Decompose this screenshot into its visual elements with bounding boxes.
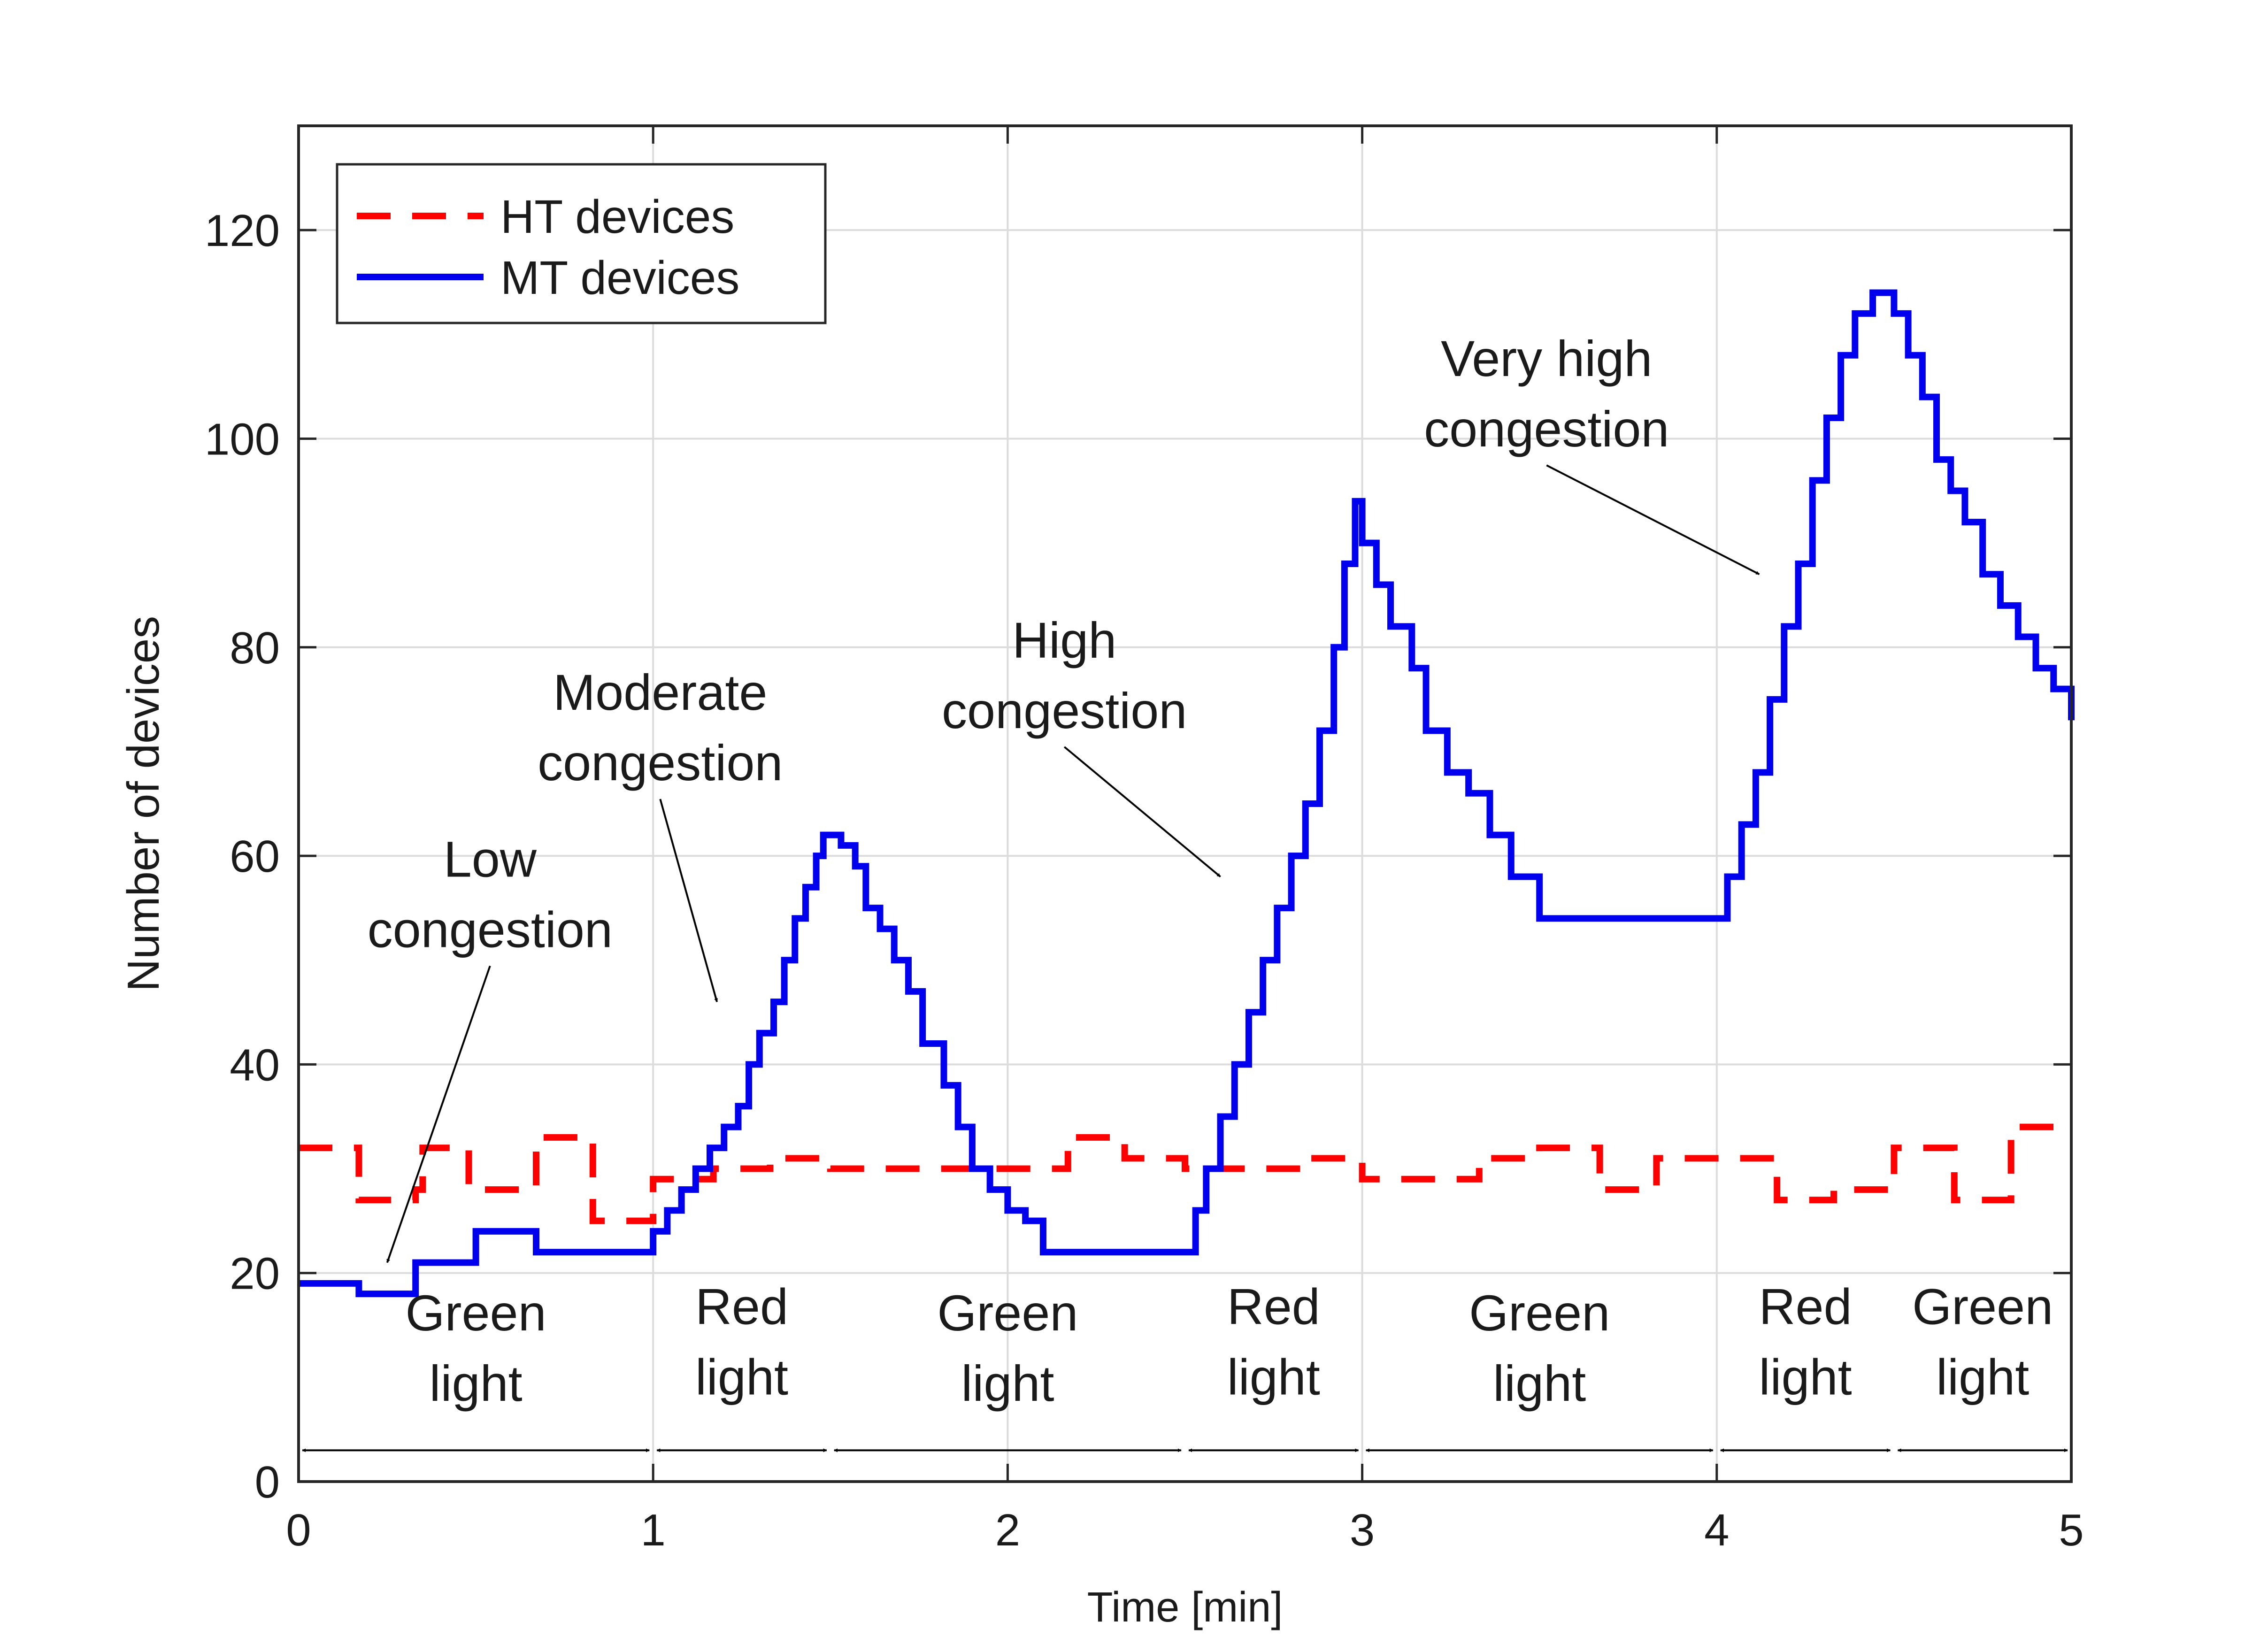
annotation-text: congestion xyxy=(538,734,783,791)
x-tick-label: 1 xyxy=(641,1505,666,1555)
legend-label-ht: HT devices xyxy=(500,191,734,243)
phase-label: Green xyxy=(937,1284,1078,1341)
y-tick-label: 120 xyxy=(205,206,280,256)
y-tick-label: 40 xyxy=(230,1040,280,1090)
ht-devices-line xyxy=(299,1123,2071,1224)
series-layer xyxy=(299,289,2075,1298)
x-tick-label: 3 xyxy=(1350,1505,1375,1555)
y-tick-label: 100 xyxy=(205,414,280,464)
phase-label: light xyxy=(695,1349,788,1406)
x-axis-label: Time [min] xyxy=(1087,1584,1283,1631)
annotation-text: Low xyxy=(444,831,537,888)
y-tick-label: 0 xyxy=(255,1457,280,1507)
plot-background xyxy=(299,126,2071,1482)
annotation-arrow xyxy=(659,799,718,1002)
y-tick-label: 80 xyxy=(230,623,280,673)
x-tick-label: 0 xyxy=(286,1505,311,1555)
annotation-text: congestion xyxy=(1424,400,1669,457)
legend-box xyxy=(336,163,827,324)
phase-label: light xyxy=(1227,1349,1320,1406)
mt-devices-line xyxy=(299,289,2075,1298)
x-tick-label: 5 xyxy=(2059,1505,2083,1555)
annotation-text: congestion xyxy=(942,682,1187,739)
annotation-arrow xyxy=(1063,746,1221,878)
annotation-layer: LowcongestionModeratecongestionHighconge… xyxy=(368,330,1760,1263)
y-tick-label: 20 xyxy=(230,1249,280,1299)
y-tick-label: 60 xyxy=(230,831,280,882)
phase-label: Red xyxy=(1759,1278,1852,1335)
phase-label: Red xyxy=(1227,1278,1320,1335)
phase-label: light xyxy=(961,1355,1054,1412)
phase-label: light xyxy=(430,1355,523,1412)
phase-label: light xyxy=(1759,1349,1852,1406)
annotation-arrow xyxy=(386,965,491,1263)
phase-label: light xyxy=(1493,1355,1586,1412)
phase-label: Green xyxy=(1912,1278,2053,1335)
phase-label: Green xyxy=(406,1284,546,1341)
phase-label: Red xyxy=(695,1278,788,1335)
plot-frame xyxy=(297,124,2073,1483)
legend-label-mt: MT devices xyxy=(500,252,739,304)
y-axis-label: Number of devices xyxy=(118,616,169,991)
annotation-arrow xyxy=(1546,464,1760,576)
phase-label: Green xyxy=(1469,1284,1610,1341)
annotation-text: Very high xyxy=(1441,330,1652,387)
x-tick-label: 2 xyxy=(995,1505,1020,1555)
annotation-text: congestion xyxy=(368,901,613,958)
annotation-text: Moderate xyxy=(553,664,767,721)
legend: HT devices MT devices xyxy=(336,163,827,324)
ticks: 0 1 2 3 4 5 0 20 40 60 80 100 120 xyxy=(205,126,2084,1555)
phase-label: light xyxy=(1936,1349,2029,1406)
grid xyxy=(298,126,2072,1483)
annotation-text: High xyxy=(1012,612,1116,668)
phase-layer: Green light Red light Green light Red light Gree… xyxy=(302,1278,2068,1452)
x-tick-label: 4 xyxy=(1704,1505,1729,1555)
